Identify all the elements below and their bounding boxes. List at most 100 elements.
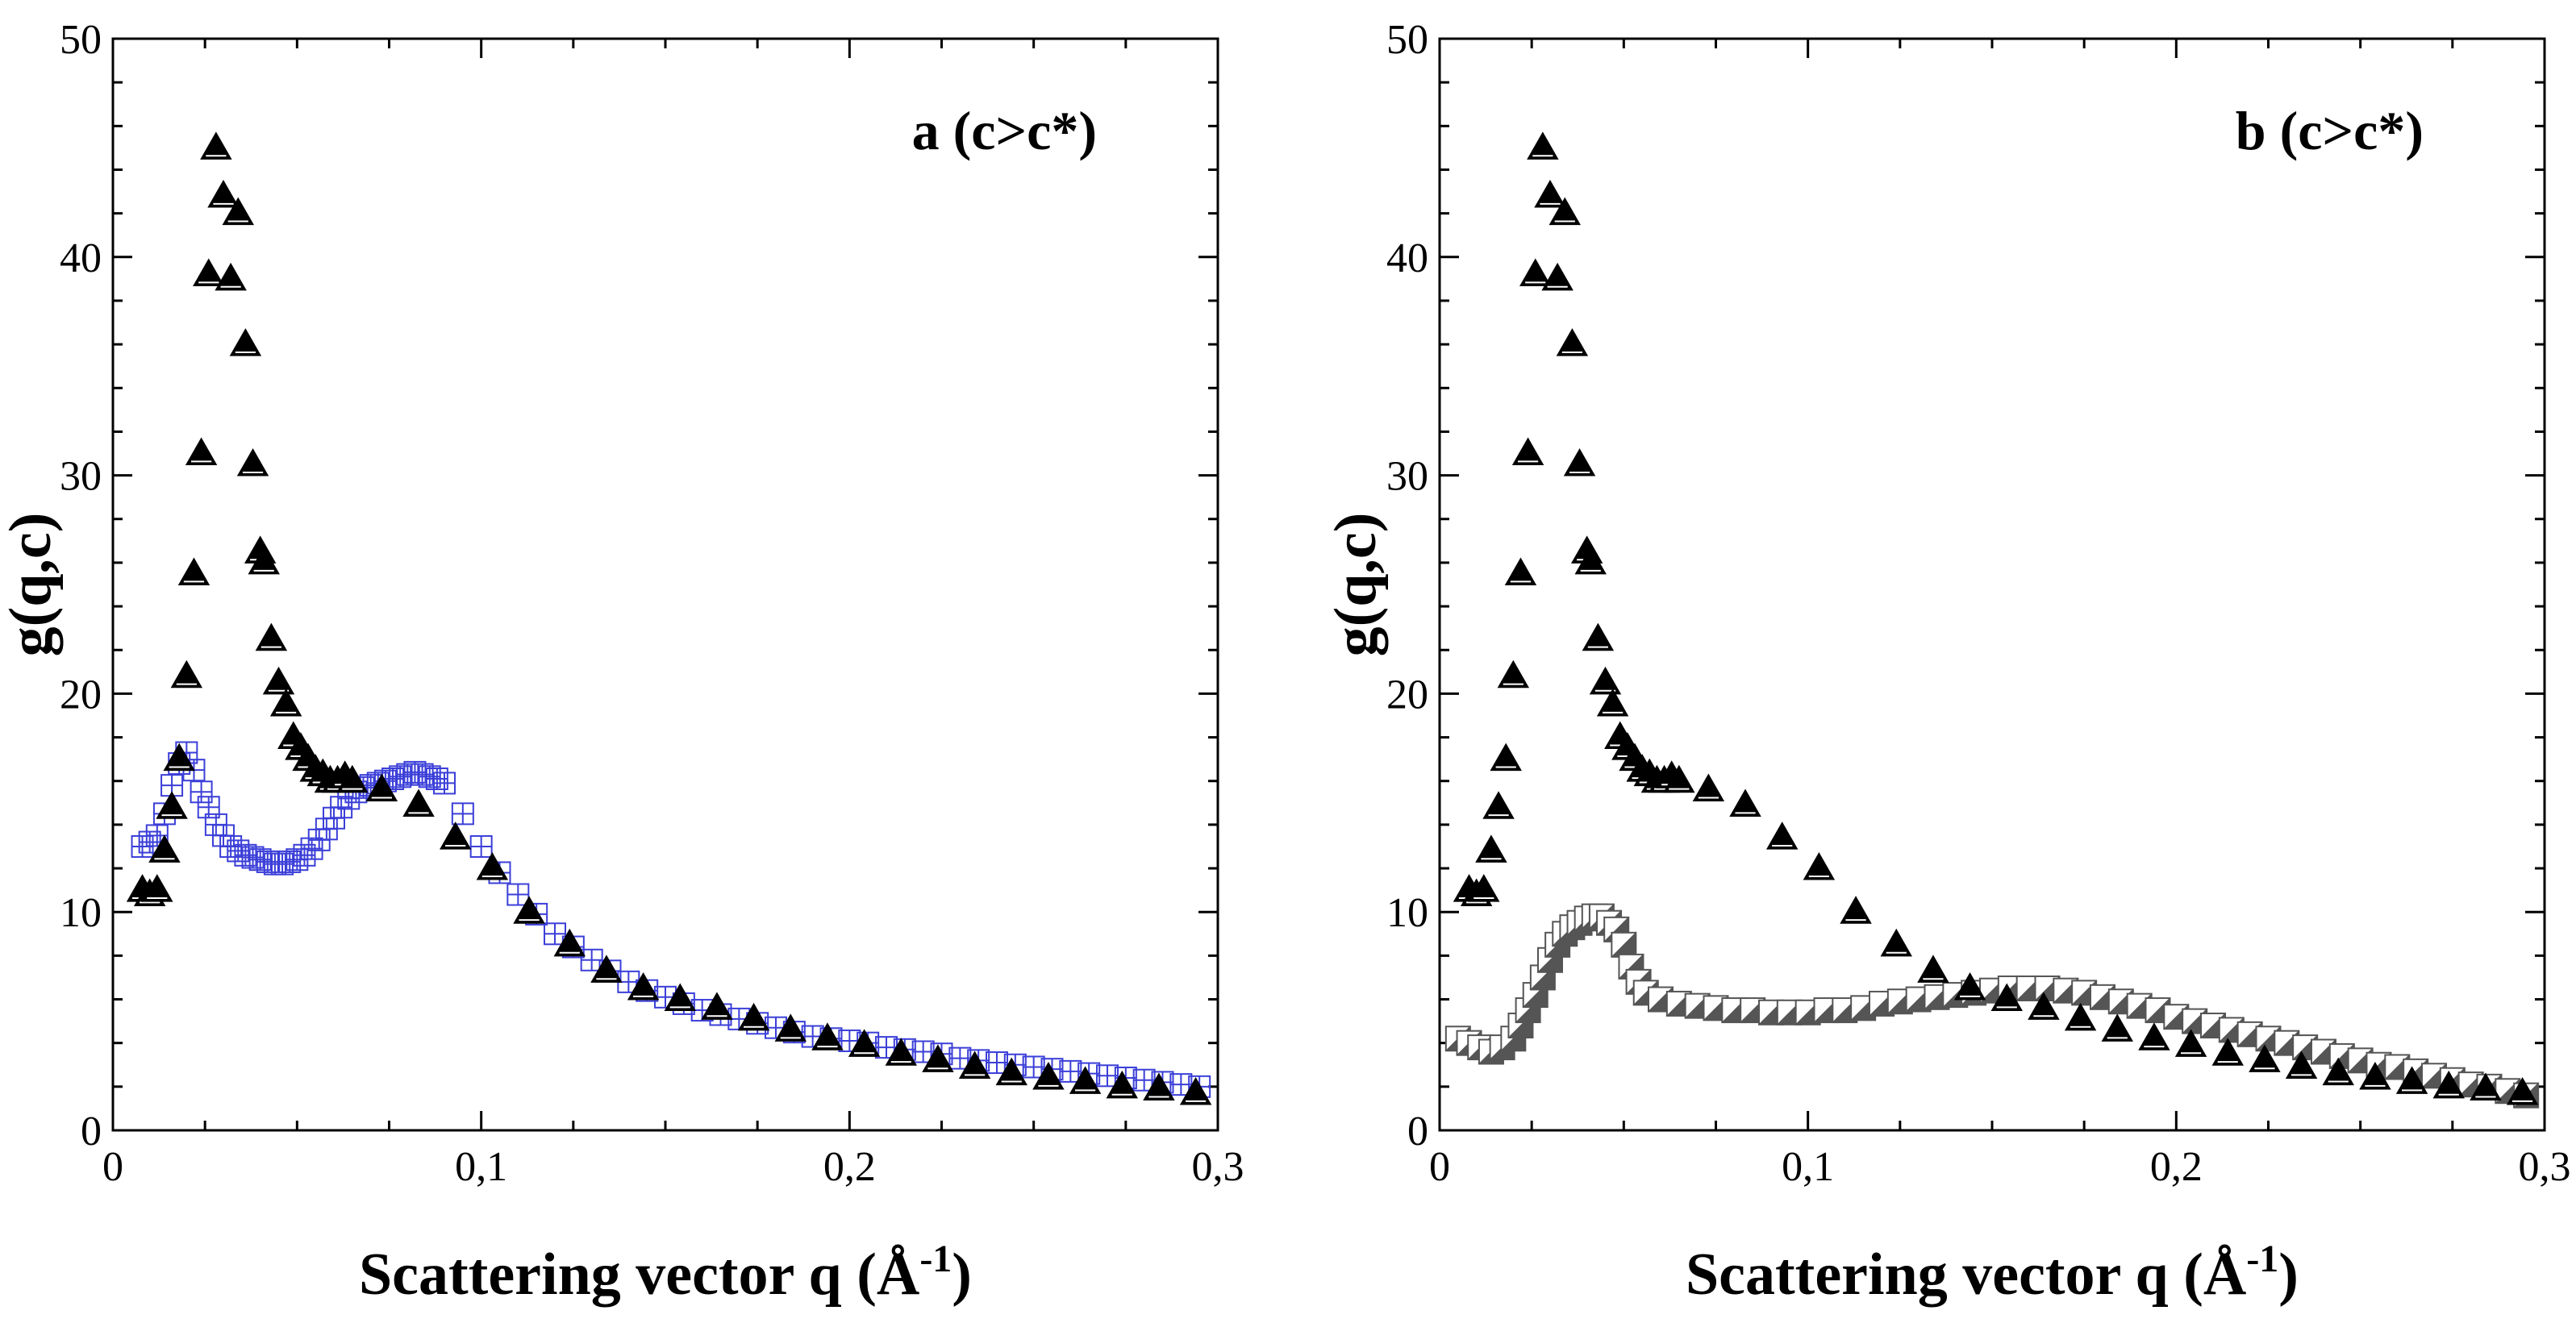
data-point-triangle — [627, 971, 660, 1001]
data-point-cross — [1132, 1068, 1156, 1092]
data-point-triangle — [262, 666, 295, 695]
data-point-triangle — [2395, 1066, 2428, 1094]
data-point-triangle — [1475, 834, 1507, 863]
data-point-triangle — [2359, 1061, 2391, 1090]
data-point-triangle — [200, 131, 232, 160]
x-axis-title: Scattering vector q (Å-1) — [1686, 1238, 2299, 1308]
data-point-triangle — [1582, 622, 1615, 651]
x-tick-label: 0,2 — [2150, 1144, 2203, 1190]
data-point-triangle — [1663, 764, 1695, 793]
data-point-triangle — [737, 1002, 770, 1031]
x-tick-label: 0,1 — [1782, 1144, 1834, 1190]
y-tick-label: 30 — [1386, 454, 1428, 500]
data-point-triangle — [269, 688, 302, 717]
data-point-triangle — [774, 1013, 807, 1042]
data-point-triangle — [1069, 1066, 1102, 1094]
data-point-triangle — [336, 764, 369, 793]
data-point-triangle — [1917, 955, 1949, 983]
data-point-triangle — [2506, 1076, 2539, 1105]
data-point-triangle — [193, 258, 225, 286]
data-point-triangle — [1490, 743, 1522, 772]
data-point-triangle — [141, 874, 173, 902]
data-point-triangle — [1527, 131, 1559, 160]
data-point-cross — [986, 1051, 1008, 1075]
data-point-triangle — [1534, 179, 1566, 208]
data-point-triangle — [2285, 1050, 2318, 1079]
data-point-triangle — [2432, 1070, 2465, 1099]
data-point-cross — [433, 772, 456, 795]
data-point-triangle — [1179, 1076, 1212, 1105]
data-point-triangle — [1511, 437, 1544, 466]
data-point-triangle — [177, 557, 210, 585]
data-point-triangle — [156, 791, 188, 819]
y-tick-label: 50 — [60, 17, 102, 63]
data-point-triangle — [848, 1029, 881, 1057]
data-point-triangle — [1692, 773, 1725, 802]
data-point-triangle — [1990, 983, 2023, 1012]
data-point-triangle — [185, 437, 218, 466]
data-point-triangle — [2174, 1029, 2207, 1057]
data-point-triangle — [553, 928, 586, 957]
data-point-triangle — [1482, 791, 1515, 819]
y-tick-label: 50 — [1386, 17, 1428, 63]
data-point-triangle — [1953, 971, 1986, 1001]
y-tick-label: 20 — [60, 672, 102, 718]
y-tick-label: 0 — [81, 1109, 102, 1155]
x-tick-label: 0,3 — [1192, 1144, 1244, 1190]
data-point-triangle — [2322, 1057, 2354, 1086]
data-point-triangle — [1143, 1072, 1175, 1101]
data-point-cross — [469, 834, 493, 858]
data-point-triangle — [1497, 659, 1530, 689]
data-point-triangle — [1519, 258, 1552, 286]
data-point-cross — [248, 848, 272, 872]
data-point-cross — [948, 1046, 972, 1070]
data-point-triangle — [1541, 262, 1574, 291]
y-axis-title: g(q,c) — [1323, 513, 1389, 657]
data-point-triangle — [170, 659, 203, 689]
data-point-triangle — [402, 788, 435, 818]
data-point-triangle — [236, 448, 269, 476]
data-point-triangle — [1840, 896, 1872, 924]
data-point-triangle — [215, 262, 247, 291]
y-tick-label: 40 — [60, 235, 102, 281]
y-tick-label: 30 — [60, 454, 102, 500]
data-point-triangle — [1504, 557, 1537, 585]
y-tick-label: 10 — [1386, 890, 1428, 936]
data-point-cross — [506, 883, 530, 906]
data-point-triangle — [2064, 1002, 2097, 1031]
panel-a: 0 0,1 0,2 0,3 0 10 20 30 40 50 Scattering vector q… — [0, 17, 1244, 1308]
data-point-triangle — [1032, 1061, 1065, 1090]
data-point-triangle — [2101, 1013, 2133, 1042]
data-point-cross — [1022, 1055, 1045, 1079]
data-point-triangle — [1468, 874, 1500, 902]
x-tick-label: 0,2 — [823, 1144, 876, 1190]
data-point-triangle — [995, 1057, 1027, 1086]
panel-label: b (c>c*) — [2236, 100, 2424, 161]
data-point-triangle — [2249, 1044, 2281, 1072]
panel-b: 0 0,1 0,2 0,3 0 10 20 30 40 50 Scattering vector q… — [1323, 17, 2571, 1308]
data-point-triangle — [1880, 928, 1912, 957]
data-point-cross — [1059, 1059, 1082, 1083]
data-point-triangle — [1596, 688, 1629, 717]
data-point-triangle — [1549, 197, 1581, 226]
data-point-triangle — [811, 1022, 844, 1050]
data-point-cross — [544, 922, 566, 946]
data-point-cross — [1096, 1064, 1119, 1088]
data-point-triangle — [1563, 448, 1596, 476]
data-point-triangle — [2138, 1022, 2170, 1050]
data-point-triangle — [1803, 852, 1836, 880]
data-point-triangle — [148, 834, 181, 863]
data-point-triangle — [701, 992, 733, 1020]
data-point-triangle — [922, 1044, 954, 1072]
data-point-cross — [451, 802, 474, 826]
y-tick-label: 10 — [60, 890, 102, 936]
data-point-triangle — [255, 622, 288, 651]
plot-frame — [111, 37, 1219, 1132]
data-point-triangle — [1106, 1070, 1138, 1099]
data-point-triangle — [365, 773, 398, 802]
plot-frame — [1438, 37, 2546, 1132]
data-point-triangle — [1589, 666, 1622, 695]
data-point-cross — [197, 796, 220, 819]
x-axis-title: Scattering vector q (Å-1) — [359, 1238, 972, 1308]
